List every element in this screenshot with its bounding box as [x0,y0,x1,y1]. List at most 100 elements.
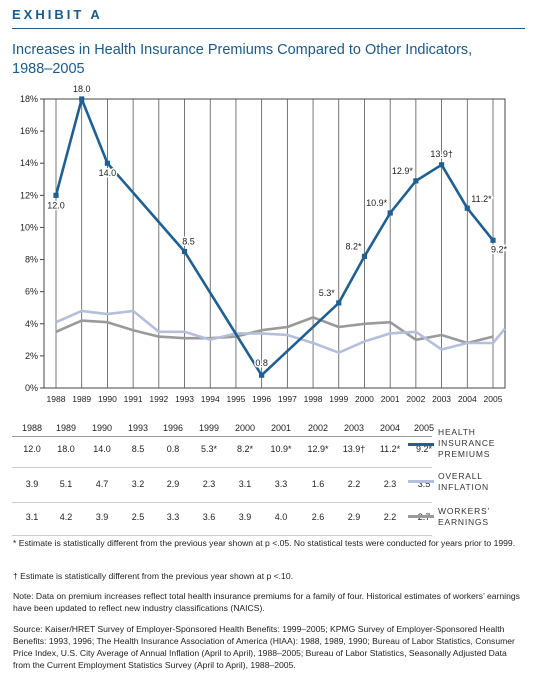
x-tick-label: 2000 [355,394,374,404]
table-cell-premiums-1: 18.0 [57,444,75,454]
table-cell-inflation-2: 4.7 [95,479,109,489]
data-label-1996: 0.8 [255,358,268,368]
table-cell-earnings-6: 3.9 [238,512,252,522]
x-tick-label: 1988 [47,394,66,404]
table-cell-inflation-4: 2.9 [166,479,180,489]
chart-title: Increases in Health Insurance Premiums C… [12,41,512,79]
table-cell-earnings-5: 3.6 [202,512,216,522]
table-year-2003: 2003 [343,423,365,433]
table-cell-earnings-7: 4.0 [274,512,288,522]
series-line-2 [55,316,494,345]
table-cell-premiums-11: 9.2* [415,444,432,454]
header-rule [12,28,525,29]
data-marker-1988 [53,192,59,198]
table-cell-premiums-2: 14.0 [93,444,111,454]
legend-inflation-line1: OVERALL [438,471,483,481]
data-label-1989: 18.0 [73,84,91,94]
data-label-1990: 14.0 [99,168,117,178]
exhibit-label: EXHIBIT A [12,7,103,22]
table-header-rule [12,436,432,437]
x-tick-label: 2001 [381,394,400,404]
data-label-1999: 5.3* [319,288,336,298]
data-marker-1990 [104,160,111,166]
legend-earnings-line2: EARNINGS [438,517,489,527]
table-cell-premiums-7: 10.9* [270,444,292,454]
data-marker-1989 [79,96,85,102]
data-label-2000: 8.2* [345,241,362,251]
x-tick-label: 1993 [175,394,194,404]
x-tick-label: 1990 [98,394,117,404]
table-year-2004: 2004 [379,423,401,433]
y-tick-label: 4% [25,319,38,329]
x-tick-label: 1998 [304,394,323,404]
series-line-0 [54,97,495,377]
table-cell-earnings-0: 3.1 [25,512,39,522]
table-cell-earnings-3: 2.5 [131,512,145,522]
footnote-note: Note: Data on premium increases reflect … [13,591,520,613]
table-cell-premiums-3: 8.5 [131,444,145,454]
legend-premiums-swatch [408,443,434,446]
y-tick-label: 14% [20,158,38,168]
table-cell-premiums-4: 0.8 [166,444,180,454]
table-cell-earnings-10: 2.2 [383,512,397,522]
x-tick-label: 2005 [484,394,503,404]
x-tick-label: 1992 [149,394,168,404]
table-row-rule [12,535,432,536]
x-tick-label: 1994 [201,394,220,404]
table-cell-earnings-9: 2.9 [347,512,361,522]
footnote-dagger: † Estimate is statistically different fr… [13,571,293,581]
table-cell-inflation-8: 1.6 [311,479,325,489]
table-cell-inflation-1: 5.1 [59,479,73,489]
footnote-star: * Estimate is statistically different fr… [13,538,516,548]
data-marker-1999 [336,300,342,306]
footnote-source: Source: Kaiser/HRET Survey of Employer-S… [13,624,515,670]
table-cell-premiums-5: 5.3* [200,444,217,454]
table-year-2005: 2005 [413,423,435,433]
x-tick-label: 2003 [432,394,451,404]
data-marker-2005 [490,237,496,243]
y-tick-label: 10% [20,222,38,232]
data-label-2002: 12.9* [392,166,414,176]
y-tick-label: 18% [20,94,38,104]
x-tick-label: 1991 [124,394,143,404]
x-tick-label: 2002 [406,394,425,404]
series-line-1 [55,309,506,355]
plot-frame [43,98,506,389]
table-cell-premiums-6: 8.2* [236,444,253,454]
legend-earnings: WORKERS’ EARNINGS [408,506,491,528]
table-cell-inflation-0: 3.9 [25,479,39,489]
table-cell-inflation-3: 3.2 [131,479,145,489]
table-year-2000: 2000 [234,423,256,433]
table-cell-inflation-7: 3.3 [274,479,288,489]
x-tick-label: 1989 [72,394,91,404]
table-cell-inflation-10: 2.3 [383,479,397,489]
table-cell-earnings-1: 4.2 [59,512,73,522]
legend-premiums-line2: INSURANCE [438,438,496,448]
y-tick-label: 0% [25,383,38,393]
x-tick-label: 1997 [278,394,297,404]
legend-earnings-line1: WORKERS’ [438,506,491,516]
table-cell-premiums-0: 12.0 [23,444,41,454]
table-year-1993: 1993 [127,423,149,433]
y-tick-label: 12% [20,190,38,200]
table-row-rule [12,502,432,503]
legend-premiums: HEALTH INSURANCE PREMIUMS [408,427,496,460]
legend-inflation: OVERALL INFLATION [408,471,489,493]
data-marker-2002 [413,178,419,184]
table-year-1999: 1999 [198,423,220,433]
legend-inflation-swatch [408,480,434,483]
data-label-1993: 8.5 [182,237,195,247]
y-tick-label: 2% [25,351,38,361]
x-tick-label: 1999 [329,394,348,404]
x-tick-label: 1995 [226,394,245,404]
chart-title-line1: Increases in Health Insurance Premiums C… [12,42,473,58]
table-cell-premiums-8: 12.9* [307,444,329,454]
table-cell-inflation-11: 3.5 [417,479,431,489]
data-marker-2000 [361,253,368,259]
data-marker-1993 [181,248,188,255]
data-marker-2004 [464,205,470,211]
data-label-1988: 12.0 [47,200,65,210]
legend-premiums-line1: HEALTH [438,427,476,437]
data-marker-1996 [259,372,265,378]
table-year-2002: 2002 [307,423,329,433]
